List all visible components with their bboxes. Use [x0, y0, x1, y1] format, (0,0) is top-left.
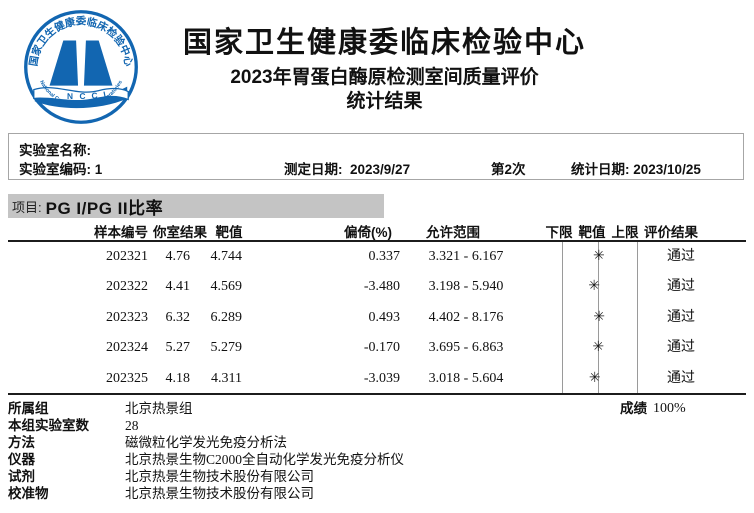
title-block: 国家卫生健康委临床检验中心 2023年胃蛋白酶原检测室间质量评价 统计结果	[15, 26, 754, 113]
summary-value-reagent: 北京热景生物技术股份有限公司	[125, 469, 314, 484]
org-title: 国家卫生健康委临床检验中心	[182, 27, 586, 59]
sample-id: 202321	[106, 249, 148, 264]
col-header-your-result: 你室结果	[153, 225, 207, 240]
bias-percent: -3.039	[363, 371, 400, 386]
col-header-target-line: 靶值	[578, 225, 606, 240]
allowed-range: 3.198 - 5.940	[428, 279, 504, 294]
sample-id: 202322	[106, 279, 148, 294]
logo-flask-left	[49, 40, 79, 86]
lower-limit-line	[562, 242, 563, 393]
sample-id: 202325	[106, 371, 148, 386]
logo-flask-right	[83, 40, 113, 86]
stat-date: 统计日期: 2023/10/25	[571, 162, 701, 177]
summary-label-group: 所属组	[8, 401, 49, 416]
your-result: 4.41	[165, 279, 191, 294]
result-marker-icon: ✳	[588, 371, 601, 386]
bias-percent: -3.480	[363, 279, 400, 294]
lab-code: 实验室编码: 1	[19, 162, 103, 177]
bias-percent: -0.170	[363, 340, 400, 355]
lab-info-box: 实验室名称: 实验室编码: 1 测定日期: 2023/9/27 第2次 统计日期…	[8, 133, 744, 180]
target-value: 4.569	[210, 279, 243, 294]
lab-code-value: 1	[94, 162, 103, 177]
allowed-range: 3.018 - 5.604	[428, 371, 504, 386]
svg-text:N C C L: N C C L	[67, 88, 111, 101]
summary-label-method: 方法	[8, 435, 35, 450]
allowed-range: 3.321 - 6.167	[428, 249, 504, 264]
nccl-logo-icon: 国家卫生健康委临床检验中心 N C C L National Center fo…	[24, 10, 138, 124]
col-header-target: 靶值	[215, 225, 243, 240]
target-value: 5.279	[210, 340, 243, 355]
summary-label-instrument: 仪器	[8, 452, 35, 467]
evaluation-result: 通过	[667, 340, 695, 355]
target-value: 4.744	[210, 249, 243, 264]
target-value: 6.289	[210, 310, 243, 325]
test-date: 测定日期: 2023/9/27	[284, 162, 411, 177]
report-title: 2023年胃蛋白酶原检测室间质量评价	[230, 67, 539, 88]
target-line	[598, 242, 599, 393]
test-date-value: 2023/9/27	[350, 162, 411, 177]
table-header-rule	[8, 240, 746, 242]
logo-ribbon	[33, 87, 129, 102]
result-marker-icon: ✳	[593, 249, 605, 264]
stat-date-value: 2023/10/25	[633, 162, 701, 177]
col-header-bias: 偏倚(%)	[344, 225, 392, 240]
evaluation-result: 通过	[667, 279, 695, 294]
result-marker-icon: ✳	[592, 340, 605, 355]
sample-id: 202324	[106, 340, 148, 355]
result-marker-icon: ✳	[588, 279, 600, 294]
summary-label-reagent: 试剂	[8, 469, 35, 484]
project-name: PG I/PG II比率	[45, 198, 164, 218]
evaluation-result: 通过	[667, 249, 695, 264]
summary-value-method: 磁微粒化学发光免疫分析法	[125, 435, 287, 450]
project-bar: 项目: PG I/PG II比率	[8, 194, 384, 218]
target-value: 4.311	[211, 371, 242, 386]
evaluation-result: 通过	[667, 371, 695, 386]
summary-value-lab-count: 28	[125, 418, 139, 433]
bias-percent: 0.493	[368, 310, 401, 325]
logo-band-text: N C C L	[67, 88, 109, 101]
your-result: 4.18	[165, 371, 191, 386]
your-result: 5.27	[165, 340, 191, 355]
summary-value-instrument: 北京热景生物C2000全自动化学发光免疫分析仪	[125, 452, 405, 467]
allowed-range: 4.402 - 8.176	[428, 310, 504, 325]
table-bottom-rule	[8, 393, 746, 395]
col-header-upper-limit: 上限	[611, 225, 639, 240]
score-label: 成绩	[620, 401, 647, 416]
allowed-range: 3.695 - 6.863	[428, 340, 504, 355]
your-result: 6.32	[165, 310, 191, 325]
bias-percent: 0.337	[368, 249, 401, 264]
your-result: 4.76	[165, 249, 191, 264]
summary-value-calibrator: 北京热景生物技术股份有限公司	[125, 486, 314, 501]
evaluation-result: 通过	[667, 310, 695, 325]
report-subtitle: 统计结果	[346, 91, 423, 112]
summary-label-calibrator: 校准物	[8, 486, 49, 501]
col-header-lower-limit: 下限	[545, 225, 573, 240]
result-marker-icon: ✳	[593, 310, 605, 325]
lab-name-label: 实验室名称:	[19, 143, 91, 158]
score-value: 100%	[653, 401, 686, 416]
project-label: 项目:	[12, 199, 42, 215]
upper-limit-line	[637, 242, 638, 393]
summary-label-lab-count: 本组实验室数	[8, 418, 89, 433]
summary-value-group: 北京热景组	[125, 401, 193, 416]
col-header-evaluation: 评价结果	[644, 225, 698, 240]
round-label: 第2次	[491, 162, 526, 177]
sample-id: 202323	[106, 310, 148, 325]
col-header-range: 允许范围	[426, 225, 480, 240]
col-header-sample-id: 样本编号	[94, 225, 148, 240]
